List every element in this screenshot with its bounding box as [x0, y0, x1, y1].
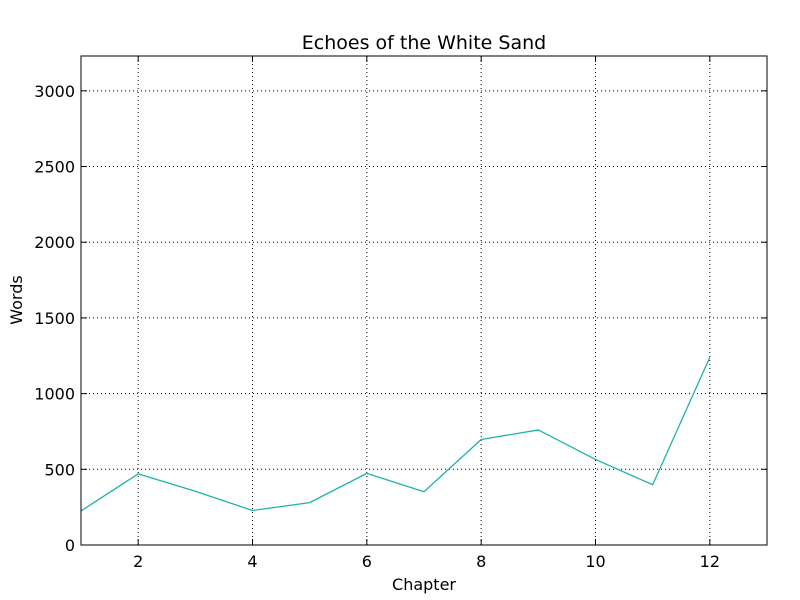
y-tick-label: 2000 — [34, 233, 75, 252]
y-tick-labels: 0 500 1000 1500 2000 2500 3000 — [34, 82, 75, 555]
y-tick-label: 2500 — [34, 158, 75, 177]
series-line-0 — [80, 357, 711, 512]
chart-title: Echoes of the White Sand — [302, 32, 546, 54]
x-tick-label: 2 — [133, 552, 143, 571]
x-axis-label: Chapter — [392, 575, 456, 594]
y-tick-label: 3000 — [34, 82, 75, 101]
y-tick-label: 0 — [65, 536, 75, 555]
y-tick-label: 1000 — [34, 385, 75, 404]
x-tick-label: 6 — [362, 552, 372, 571]
x-tick-label: 10 — [585, 552, 605, 571]
x-tick-label: 8 — [476, 552, 486, 571]
x-tick-label: 12 — [700, 552, 720, 571]
tick-marks — [81, 56, 767, 546]
y-tick-label: 500 — [44, 460, 75, 479]
grid-lines — [81, 56, 767, 546]
y-tick-label: 1500 — [34, 309, 75, 328]
x-tick-labels: 2 4 6 8 10 12 — [133, 552, 720, 571]
series-layer — [80, 357, 711, 512]
plot-frame — [80, 55, 768, 546]
y-axis-label: Words — [7, 275, 26, 324]
x-tick-label: 4 — [247, 552, 257, 571]
